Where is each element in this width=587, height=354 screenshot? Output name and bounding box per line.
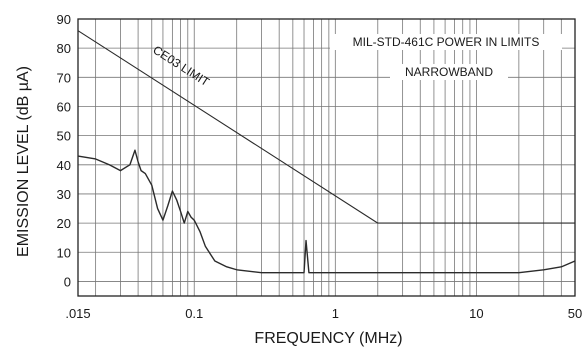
y-tick-label: 30: [57, 187, 71, 202]
annotation-narrowband: NARROWBAND: [405, 65, 493, 79]
x-tick-label: 0.1: [185, 306, 203, 321]
emission-series-line: [77, 149, 576, 274]
y-tick-label: 20: [57, 216, 71, 231]
x-axis-title: FREQUENCY (MHz): [254, 330, 402, 347]
y-tick-label: 90: [57, 12, 71, 27]
y-tick-label: 80: [57, 41, 71, 56]
y-tick-label: 10: [57, 245, 71, 260]
y-tick-label: 40: [57, 158, 71, 173]
series-layer: [77, 30, 576, 274]
x-tick-label: 1: [332, 306, 339, 321]
grid-lines: [78, 18, 575, 296]
x-tick-label: .015: [65, 306, 90, 321]
y-tick-label: 50: [57, 129, 71, 144]
annotation-bg-line2: [390, 64, 508, 80]
y-axis-title: EMISSION LEVEL (dB µA): [15, 66, 32, 257]
y-tick-label: 0: [64, 274, 71, 289]
x-tick-labels: .015 0.1 1 10 50: [65, 306, 582, 321]
y-tick-label: 60: [57, 99, 71, 114]
y-tick-labels: 0 10 20 30 40 50 60 70 80 90: [57, 12, 71, 289]
y-tick-label: 70: [57, 70, 71, 85]
ce03-limit-line: [77, 30, 575, 224]
x-tick-label: 10: [469, 306, 483, 321]
annotation-box: MIL-STD-461C POWER IN LIMITS NARROWBAND: [330, 34, 562, 80]
annotation-standard: MIL-STD-461C POWER IN LIMITS: [353, 35, 540, 49]
annotation-bg-line1: [330, 34, 562, 50]
plot-frame: [77, 18, 576, 297]
x-tick-label: 50: [568, 306, 582, 321]
